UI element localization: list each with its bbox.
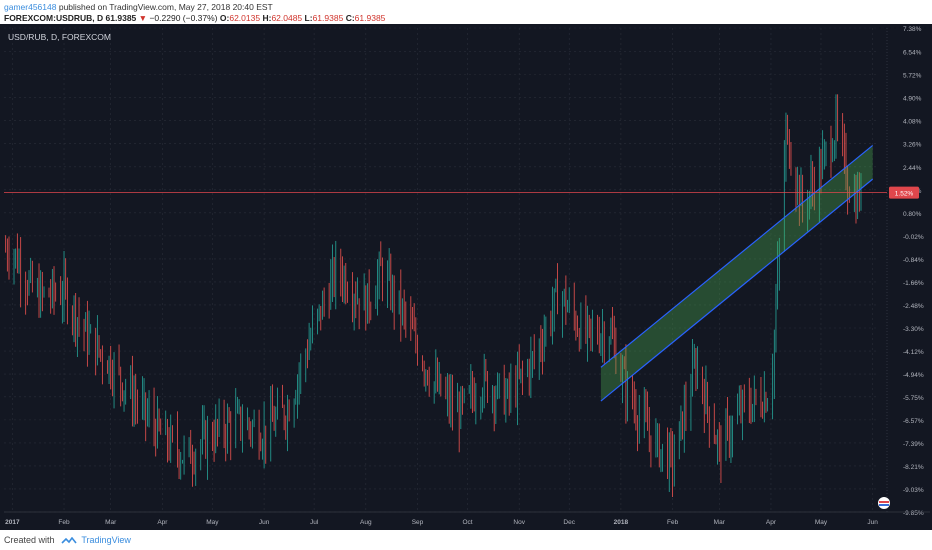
price-change: −0.2290 (−0.37%) <box>149 13 218 23</box>
chart-area[interactable]: 7.38%6.54%5.72%4.90%4.08%3.26%2.44%1.62%… <box>0 24 932 530</box>
high-label: H: <box>262 13 272 23</box>
down-arrow-icon: ▼ <box>138 13 148 23</box>
chart-title: USD/RUB, D, FOREXCOM <box>8 32 111 42</box>
x-tick-label: 2017 <box>5 519 20 526</box>
x-tick-label: Jul <box>310 519 319 526</box>
open-label: O: <box>219 13 230 23</box>
y-tick-label: -5.75% <box>903 395 924 402</box>
x-tick-label: Feb <box>667 519 679 526</box>
y-tick-label: 7.38% <box>903 26 922 33</box>
last-price: 61.9385 <box>105 13 137 23</box>
x-tick-label: 2018 <box>614 519 629 526</box>
x-tick-label: Jun <box>867 519 878 526</box>
x-tick-label: Dec <box>563 519 575 526</box>
channel-lower-line[interactable] <box>600 178 874 402</box>
y-tick-label: 0.80% <box>903 211 922 218</box>
y-tick-label: 2.44% <box>903 165 922 172</box>
trend-channel[interactable] <box>600 144 874 402</box>
x-tick-label: Feb <box>58 519 70 526</box>
x-tick-label: May <box>206 519 219 526</box>
close-label: C: <box>345 13 355 23</box>
x-tick-label: Apr <box>766 519 777 526</box>
y-tick-label: -9.85% <box>903 510 924 517</box>
x-tick-label: Nov <box>513 519 525 526</box>
y-tick-label: -7.39% <box>903 441 924 448</box>
x-tick-label: Jun <box>259 519 270 526</box>
publish-text: published on TradingView.com, May 27, 20… <box>58 2 273 12</box>
channel-upper-line[interactable] <box>600 144 874 368</box>
candles <box>5 94 862 497</box>
price-chart[interactable]: 7.38%6.54%5.72%4.90%4.08%3.26%2.44%1.62%… <box>0 24 932 530</box>
author-link[interactable]: gamer456148 <box>4 2 57 12</box>
y-tick-label: 3.26% <box>903 142 922 149</box>
last-price-label: 1.52% <box>895 191 914 198</box>
axes: 7.38%6.54%5.72%4.90%4.08%3.26%2.44%1.62%… <box>4 26 930 526</box>
y-tick-label: -3.30% <box>903 326 924 333</box>
created-with: Created with TradingView <box>4 535 131 545</box>
y-tick-label: -0.84% <box>903 257 924 264</box>
x-tick-label: Oct <box>462 519 472 526</box>
y-tick-label: -2.48% <box>903 303 924 310</box>
channel-fill[interactable] <box>600 145 873 402</box>
x-tick-label: Aug <box>360 519 372 526</box>
ohlc-legend: FOREXCOM:USDRUB, D 61.9385 ▼ −0.2290 (−0… <box>4 13 385 23</box>
y-tick-label: -6.57% <box>903 418 924 425</box>
x-tick-label: Sep <box>412 519 424 526</box>
flag-icon <box>878 497 890 509</box>
high-value: 62.0485 <box>271 13 303 23</box>
low-value: 61.9385 <box>312 13 344 23</box>
x-tick-label: May <box>815 519 828 526</box>
symbol-label: FOREXCOM:USDRUB, D <box>4 13 104 23</box>
chart-header: gamer456148 published on TradingView.com… <box>0 0 932 24</box>
footer: Created with TradingView <box>0 530 932 550</box>
y-tick-label: 4.08% <box>903 119 922 126</box>
y-tick-label: -0.02% <box>903 234 924 241</box>
y-tick-label: 6.54% <box>903 50 922 57</box>
created-with-text: Created with <box>4 535 55 545</box>
low-label: L: <box>304 13 313 23</box>
x-tick-label: Mar <box>714 519 726 526</box>
y-tick-label: -4.12% <box>903 349 924 356</box>
y-tick-label: -4.94% <box>903 372 924 379</box>
tradingview-logo-icon <box>61 536 77 544</box>
y-tick-label: -9.03% <box>903 487 924 494</box>
y-tick-label: -1.66% <box>903 280 924 287</box>
publish-info: gamer456148 published on TradingView.com… <box>4 2 273 12</box>
x-tick-label: Apr <box>157 519 168 526</box>
y-tick-label: -8.21% <box>903 464 924 471</box>
x-tick-label: Mar <box>105 519 117 526</box>
y-tick-label: 5.72% <box>903 73 922 80</box>
close-value: 61.9385 <box>354 13 386 23</box>
last-price-badge <box>889 186 919 199</box>
y-tick-label: 4.90% <box>903 96 922 103</box>
open-value: 62.0135 <box>229 13 261 23</box>
tradingview-link[interactable]: TradingView <box>81 535 131 545</box>
